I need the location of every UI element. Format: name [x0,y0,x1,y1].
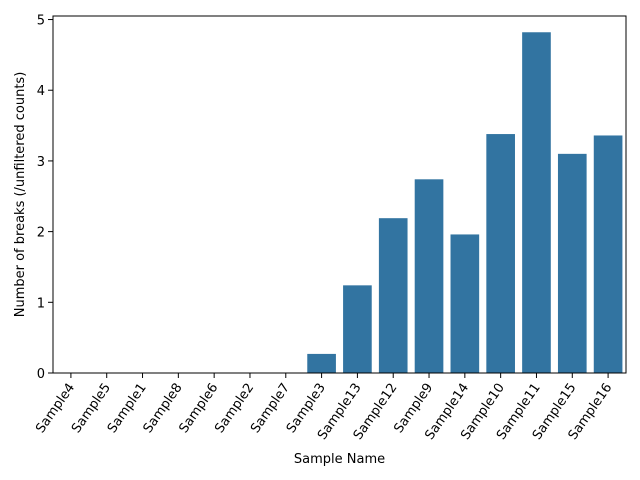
bar-sample10 [486,134,515,373]
bar-sample11 [522,32,551,374]
x-axis: Sample4Sample5Sample1Sample8Sample6Sampl… [33,373,615,443]
y-tick-label: 1 [37,296,45,311]
bar-sample12 [378,218,408,373]
y-axis: 0 1 2 3 4 5 [37,14,53,382]
bar-sample14 [450,234,480,373]
bar-sample13 [343,285,372,373]
bar-sample16 [593,135,623,373]
bar-sample15 [557,153,587,373]
y-tick-label: 4 [37,84,45,99]
y-axis-label: Number of breaks (/unfiltered counts) [13,72,28,318]
y-tick-label: 5 [37,14,45,29]
bars-group [307,32,623,374]
y-tick-label: 3 [37,155,45,170]
bar-sample9 [414,179,444,373]
plot-frame [52,15,627,374]
y-tick-label: 2 [37,226,45,241]
y-tick-label: 0 [37,367,45,382]
x-axis-label: Sample Name [294,452,385,467]
bar-sample3 [307,353,336,373]
